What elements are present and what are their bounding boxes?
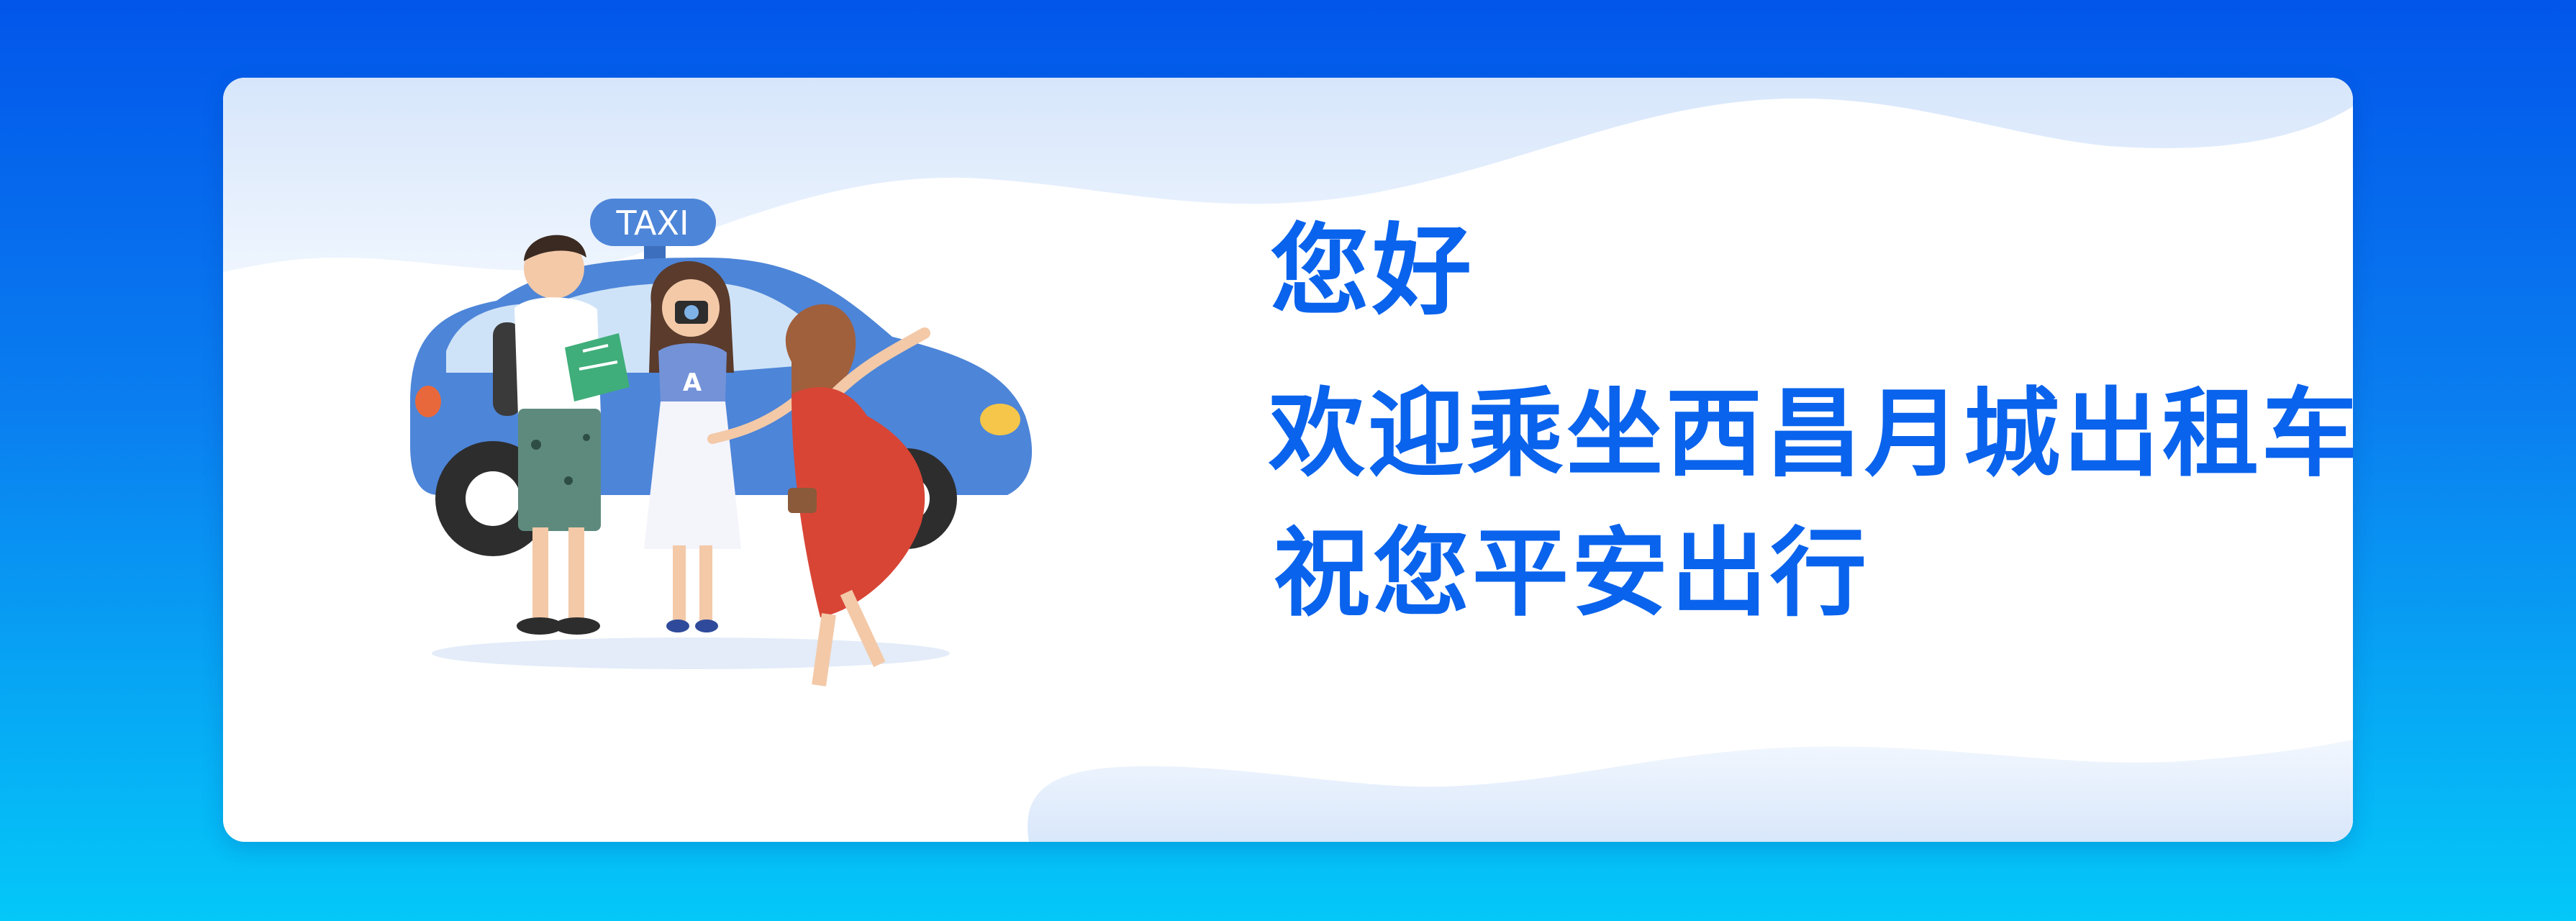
svg-text:TAXI: TAXI xyxy=(615,204,689,242)
taxi-sign-icon: TAXI xyxy=(590,199,716,260)
banner-card: TAXI xyxy=(223,78,2353,842)
greeting-title: 您好 xyxy=(1270,213,1475,329)
welcome-message: 欢迎乘坐西昌月城出租车 xyxy=(1269,378,2353,490)
tourist-man-icon xyxy=(493,235,630,635)
wave-background xyxy=(223,78,2353,842)
safe-travel-message: 祝您平安出行 xyxy=(1274,517,1870,630)
tourist-girl-waving-icon xyxy=(707,304,930,686)
svg-text:A: A xyxy=(683,368,702,397)
bottom-wave xyxy=(1028,740,2353,842)
top-wave xyxy=(223,78,2353,272)
tourist-girl-camera-icon: A xyxy=(644,260,741,632)
taxi-illustration: TAXI xyxy=(410,199,1033,686)
